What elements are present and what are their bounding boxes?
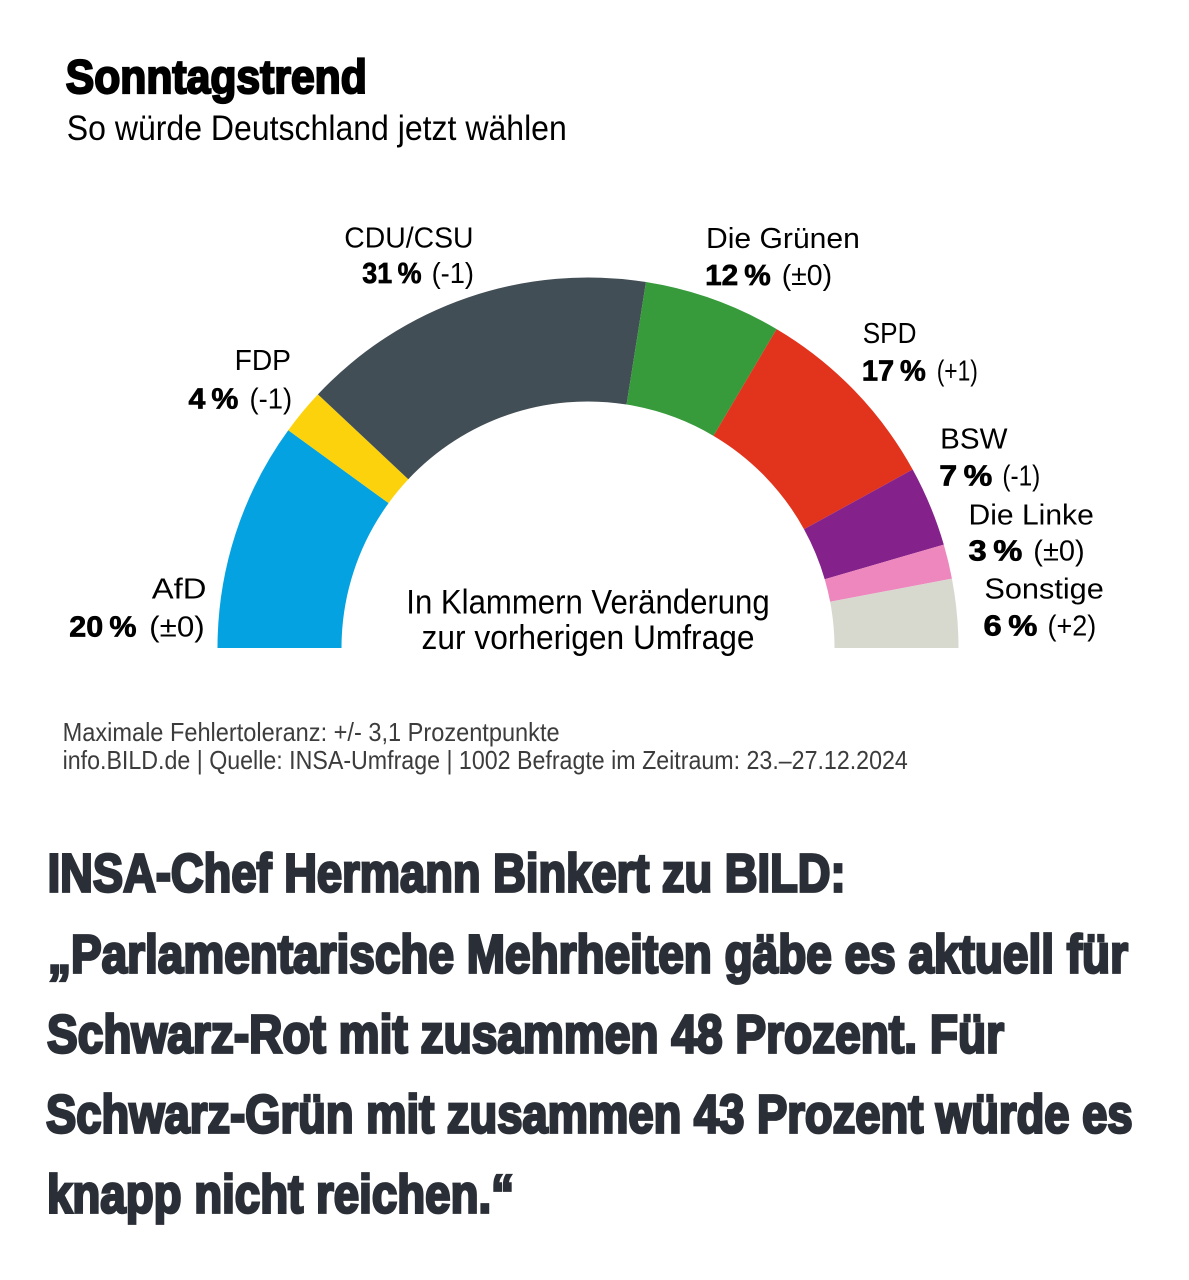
svg-text:knapp nicht reichen.“: knapp nicht reichen.“ <box>47 1165 514 1225</box>
svg-text:INSA-Chef Hermann Binkert zu B: INSA-Chef Hermann Binkert zu BILD: <box>48 844 846 904</box>
svg-text:zur vorherigen Umfrage: zur vorherigen Umfrage <box>422 619 755 657</box>
svg-text:(+1): (+1) <box>937 356 978 388</box>
svg-text:„Parlamentarische Mehrheiten g: „Parlamentarische Mehrheiten gäbe es akt… <box>48 924 1128 984</box>
svg-text:(±0): (±0) <box>149 612 205 644</box>
svg-text:Die Grünen: Die Grünen <box>706 223 860 255</box>
svg-text:(±0): (±0) <box>782 260 832 292</box>
svg-text:6 %: 6 % <box>984 611 1038 643</box>
svg-text:17 %: 17 % <box>862 356 926 388</box>
svg-text:(-1): (-1) <box>1002 461 1040 493</box>
svg-text:31 %: 31 % <box>362 258 421 290</box>
svg-text:(±0): (±0) <box>1033 536 1084 568</box>
svg-text:In Klammern Veränderung: In Klammern Veränderung <box>406 584 769 622</box>
svg-text:So würde Deutschland jetzt wäh: So würde Deutschland jetzt wählen <box>67 109 567 148</box>
svg-text:12 %: 12 % <box>705 260 771 292</box>
svg-text:20 %: 20 % <box>69 612 136 644</box>
svg-text:4 %: 4 % <box>189 384 239 416</box>
svg-text:CDU/CSU: CDU/CSU <box>344 222 473 254</box>
svg-text:Schwarz-Rot mit zusammen 48 Pr: Schwarz-Rot mit zusammen 48 Prozent. Für <box>47 1004 1004 1064</box>
svg-text:SPD: SPD <box>863 318 917 350</box>
svg-text:info.BILD.de | Quelle: INSA-Um: info.BILD.de | Quelle: INSA-Umfrage | 10… <box>63 745 908 775</box>
svg-text:Die Linke: Die Linke <box>969 499 1094 531</box>
svg-text:(+2): (+2) <box>1048 611 1097 643</box>
svg-text:AfD: AfD <box>152 574 207 606</box>
svg-text:Maximale Fehlertoleranz: +/- 3: Maximale Fehlertoleranz: +/- 3,1 Prozent… <box>63 717 560 747</box>
svg-text:3 %: 3 % <box>969 536 1023 568</box>
svg-text:7 %: 7 % <box>939 461 992 493</box>
svg-text:Sonstige: Sonstige <box>984 574 1103 606</box>
svg-text:Sonntagstrend: Sonntagstrend <box>66 50 367 103</box>
svg-text:(-1): (-1) <box>432 258 474 290</box>
svg-text:Schwarz-Grün mit zusammen 43 P: Schwarz-Grün mit zusammen 43 Prozent wür… <box>46 1084 1133 1144</box>
svg-text:FDP: FDP <box>235 345 291 377</box>
svg-text:(-1): (-1) <box>250 384 293 416</box>
svg-text:BSW: BSW <box>940 424 1008 456</box>
